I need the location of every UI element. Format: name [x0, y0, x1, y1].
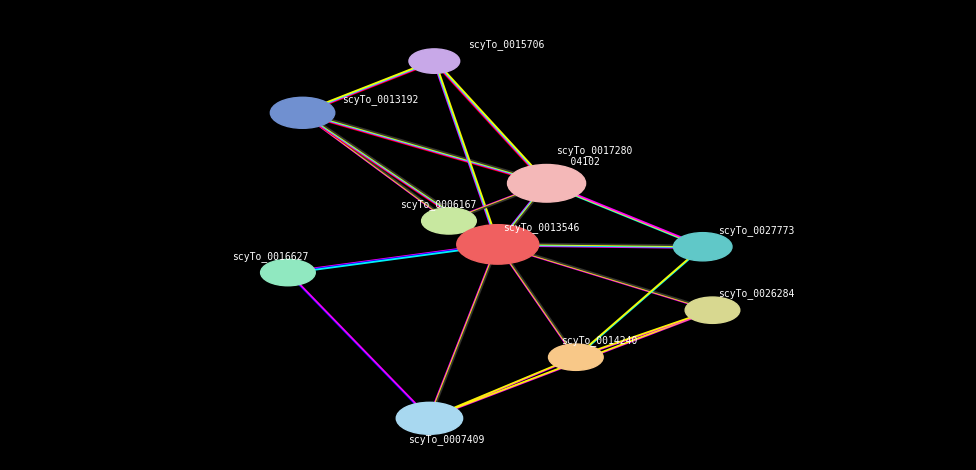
Text: scyTo_0013192: scyTo_0013192 — [342, 94, 418, 105]
Circle shape — [549, 344, 603, 370]
Text: scyTo_0017280: scyTo_0017280 — [556, 145, 632, 156]
Text: scyTo_0013546: scyTo_0013546 — [503, 222, 579, 233]
Circle shape — [396, 402, 463, 434]
Text: scyTo_0015706: scyTo_0015706 — [468, 39, 545, 50]
Text: scyTo_0014240: scyTo_0014240 — [561, 335, 637, 346]
Circle shape — [508, 164, 586, 202]
Text: scyTo_0007409: scyTo_0007409 — [408, 434, 484, 445]
Circle shape — [673, 233, 732, 261]
Circle shape — [422, 208, 476, 234]
Text: scyTo_0006167: scyTo_0006167 — [400, 199, 476, 210]
Text: scyTo_0027773: scyTo_0027773 — [718, 225, 794, 236]
Circle shape — [261, 259, 315, 286]
Circle shape — [409, 49, 460, 73]
Circle shape — [457, 225, 539, 264]
Circle shape — [685, 297, 740, 323]
Text: scyTo_0026284: scyTo_0026284 — [718, 288, 794, 299]
Text: scyTo_0016627: scyTo_0016627 — [232, 251, 308, 262]
Circle shape — [270, 97, 335, 128]
Text: 04102: 04102 — [547, 157, 599, 167]
